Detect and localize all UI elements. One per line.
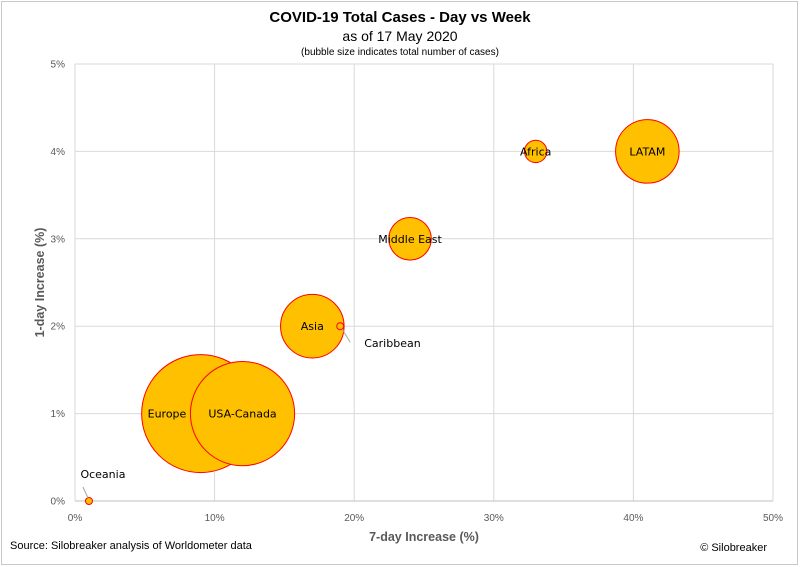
- bubble-label: Caribbean: [364, 337, 420, 350]
- bubble-label: Oceania: [80, 468, 125, 481]
- x-tick-label: 40%: [623, 513, 643, 524]
- x-tick-label: 0%: [68, 513, 83, 524]
- y-tick-label: 4%: [51, 147, 66, 158]
- y-tick-label: 3%: [51, 234, 66, 245]
- y-tick-label: 5%: [51, 60, 66, 71]
- bubble-label: Middle East: [378, 233, 442, 246]
- y-tick-label: 2%: [51, 322, 66, 333]
- bubble: [523, 139, 548, 164]
- bubble-label: Africa: [520, 145, 551, 158]
- y-tick-label: 0%: [51, 497, 66, 508]
- bubble-label: Asia: [301, 320, 324, 333]
- x-tick-label: 50%: [763, 513, 783, 524]
- x-axis-title: 7-day Increase (%): [369, 530, 479, 544]
- source-note: Source: Silobreaker analysis of Worldome…: [10, 540, 252, 552]
- bubble: [336, 322, 345, 331]
- bubble: [84, 497, 93, 505]
- chart-subtitle: as of 17 May 2020: [342, 28, 458, 44]
- copyright-note: © Silobreaker: [700, 542, 767, 554]
- x-tick-label: 30%: [484, 513, 504, 524]
- chart-note: (bubble size indicates total number of c…: [301, 47, 499, 58]
- bubble: [615, 119, 680, 184]
- bubble-label: LATAM: [629, 145, 665, 158]
- callout-line: [341, 328, 351, 343]
- callout-line: [82, 486, 89, 499]
- y-axis-title: 1-day Increase (%): [33, 228, 47, 338]
- chart-title: COVID-19 Total Cases - Day vs Week: [269, 9, 531, 26]
- y-tick-label: 1%: [51, 409, 66, 420]
- bubble: [189, 360, 296, 467]
- x-tick-label: 10%: [205, 513, 225, 524]
- bubble-label: USA-Canada: [208, 408, 276, 421]
- bubble: [388, 217, 432, 261]
- x-tick-label: 20%: [344, 513, 364, 524]
- bubble-label: Europe: [148, 408, 187, 421]
